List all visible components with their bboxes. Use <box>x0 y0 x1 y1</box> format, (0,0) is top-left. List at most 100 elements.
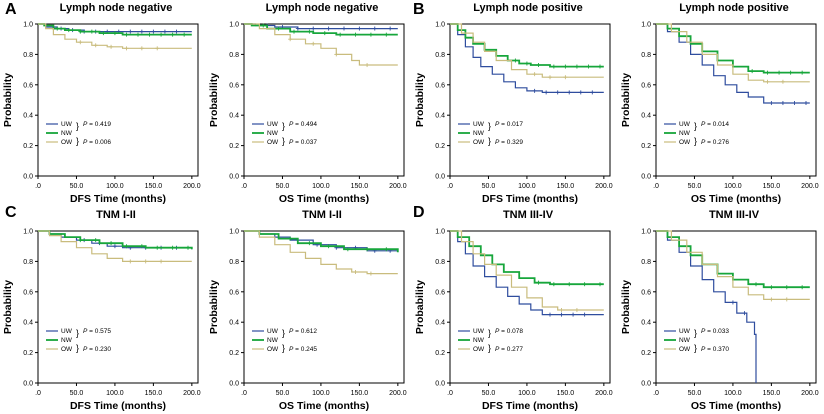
svg-text:100.0: 100.0 <box>106 183 124 190</box>
svg-text:}: } <box>76 328 79 338</box>
svg-text:200.0: 200.0 <box>183 390 201 397</box>
chart-title: TNM III-IV <box>502 209 554 221</box>
svg-text:150.0: 150.0 <box>557 183 575 190</box>
svg-text:}: } <box>282 328 285 338</box>
svg-text:UW: UW <box>473 121 485 128</box>
svg-text:50.0: 50.0 <box>70 183 84 190</box>
svg-text:OW: OW <box>679 139 691 146</box>
svg-text:P = 0.230: P = 0.230 <box>83 346 111 353</box>
km-chart-cell: TNM I-II 0.0 0.2 0.4 0.6 0.8 1.0 .0 50.0 100.0 15… <box>206 207 412 414</box>
svg-text:UW: UW <box>679 328 691 335</box>
svg-text:0.0: 0.0 <box>229 174 239 181</box>
svg-text:100.0: 100.0 <box>518 390 536 397</box>
svg-text:.0: .0 <box>653 390 659 397</box>
svg-text:1.0: 1.0 <box>641 22 651 29</box>
svg-text:0.4: 0.4 <box>23 320 33 327</box>
svg-text:1.0: 1.0 <box>641 229 651 236</box>
svg-text:0.6: 0.6 <box>229 289 239 296</box>
svg-text:OW: OW <box>267 346 279 353</box>
svg-text:1.0: 1.0 <box>229 229 239 236</box>
svg-text:0.4: 0.4 <box>229 113 239 120</box>
svg-text:.0: .0 <box>35 183 41 190</box>
chart-canvas: 0.0 0.2 0.4 0.6 0.8 1.0 .0 50.0 100.0 150.0 200.0 O… <box>620 22 819 206</box>
svg-text:NW: NW <box>61 130 73 137</box>
svg-text:UW: UW <box>267 121 279 128</box>
svg-text:150.0: 150.0 <box>145 183 163 190</box>
svg-text:.0: .0 <box>35 390 41 397</box>
svg-text:50.0: 50.0 <box>70 390 84 397</box>
svg-text:UW: UW <box>61 121 73 128</box>
svg-text:P = 0.245: P = 0.245 <box>289 346 317 353</box>
svg-text:0.4: 0.4 <box>641 113 651 120</box>
km-chart-cell: Lymph node positive 0.0 0.2 0.4 0.6 0.8 1.0 .0… <box>618 0 824 207</box>
svg-text:0.0: 0.0 <box>435 381 445 388</box>
svg-text:0.8: 0.8 <box>641 259 651 266</box>
chart-title: TNM I-II <box>96 209 136 221</box>
svg-text:}: } <box>488 343 491 353</box>
svg-text:NW: NW <box>473 130 485 137</box>
svg-text:OW: OW <box>679 346 691 353</box>
svg-text:P = 0.276: P = 0.276 <box>701 139 729 146</box>
svg-text:0.0: 0.0 <box>435 174 445 181</box>
svg-text:0.2: 0.2 <box>229 143 239 150</box>
svg-text:0.6: 0.6 <box>641 82 651 89</box>
svg-text:Probability: Probability <box>414 73 426 127</box>
svg-text:Probability: Probability <box>620 280 632 334</box>
svg-text:}: } <box>76 121 79 131</box>
km-chart-cell: TNM III-IV 0.0 0.2 0.4 0.6 0.8 1.0 .0 50.0 100.0… <box>412 207 618 414</box>
svg-text:0.6: 0.6 <box>435 289 445 296</box>
svg-text:DFS Time (months): DFS Time (months) <box>70 193 166 205</box>
svg-text:}: } <box>282 136 285 146</box>
svg-text:0.8: 0.8 <box>229 52 239 59</box>
svg-text:}: } <box>694 328 697 338</box>
svg-text:0.2: 0.2 <box>435 143 445 150</box>
svg-text:NW: NW <box>267 130 279 137</box>
svg-text:.0: .0 <box>653 183 659 190</box>
chart-title: Lymph node positive <box>473 2 583 14</box>
panel-label-d: D <box>413 204 425 221</box>
chart-canvas: 0.0 0.2 0.4 0.6 0.8 1.0 .0 50.0 100.0 150.0 200.0 O… <box>208 22 407 206</box>
svg-text:NW: NW <box>267 337 279 344</box>
svg-text:P = 0.006: P = 0.006 <box>83 139 111 146</box>
svg-text:}: } <box>76 136 79 146</box>
svg-text:OS Time (months): OS Time (months) <box>279 400 369 412</box>
svg-text:0.6: 0.6 <box>435 82 445 89</box>
svg-text:150.0: 150.0 <box>145 390 163 397</box>
svg-text:NW: NW <box>61 337 73 344</box>
svg-text:P = 0.277: P = 0.277 <box>495 346 523 353</box>
chart-title: Lymph node negative <box>265 2 379 14</box>
km-chart-cell: TNM I-II 0.0 0.2 0.4 0.6 0.8 1.0 .0 50.0 100.0 15… <box>0 207 206 414</box>
svg-text:NW: NW <box>679 337 691 344</box>
svg-text:P = 0.014: P = 0.014 <box>701 121 729 128</box>
svg-text:0.6: 0.6 <box>641 289 651 296</box>
svg-text:1.0: 1.0 <box>23 22 33 29</box>
svg-text:50.0: 50.0 <box>482 183 496 190</box>
panel-label-a: A <box>5 1 17 18</box>
svg-text:0.4: 0.4 <box>23 113 33 120</box>
svg-text:0.8: 0.8 <box>641 52 651 59</box>
svg-text:50.0: 50.0 <box>482 390 496 397</box>
svg-text:50.0: 50.0 <box>688 390 702 397</box>
svg-text:}: } <box>282 343 285 353</box>
svg-text:}: } <box>282 121 285 131</box>
chart-canvas: 0.0 0.2 0.4 0.6 0.8 1.0 .0 50.0 100.0 150.0 200.0 D… <box>414 22 613 206</box>
km-chart-cell: TNM III-IV 0.0 0.2 0.4 0.6 0.8 1.0 .0 50.0 100.0… <box>618 207 824 414</box>
km-chart-cell: Lymph node negative 0.0 0.2 0.4 0.6 0.8 1.0 .0… <box>0 0 206 207</box>
svg-text:DFS Time (months): DFS Time (months) <box>482 400 578 412</box>
svg-text:}: } <box>488 328 491 338</box>
svg-text:Probability: Probability <box>2 73 14 127</box>
svg-text:50.0: 50.0 <box>688 183 702 190</box>
svg-text:200.0: 200.0 <box>801 390 819 397</box>
svg-text:Probability: Probability <box>208 73 220 127</box>
svg-text:.0: .0 <box>447 390 453 397</box>
svg-text:Probability: Probability <box>414 280 426 334</box>
svg-text:UW: UW <box>61 328 73 335</box>
svg-text:1.0: 1.0 <box>435 22 445 29</box>
svg-text:50.0: 50.0 <box>276 183 290 190</box>
svg-text:0.2: 0.2 <box>23 143 33 150</box>
svg-text:0.2: 0.2 <box>435 350 445 357</box>
svg-text:0.0: 0.0 <box>641 381 651 388</box>
svg-text:}: } <box>76 343 79 353</box>
svg-text:150.0: 150.0 <box>763 390 781 397</box>
